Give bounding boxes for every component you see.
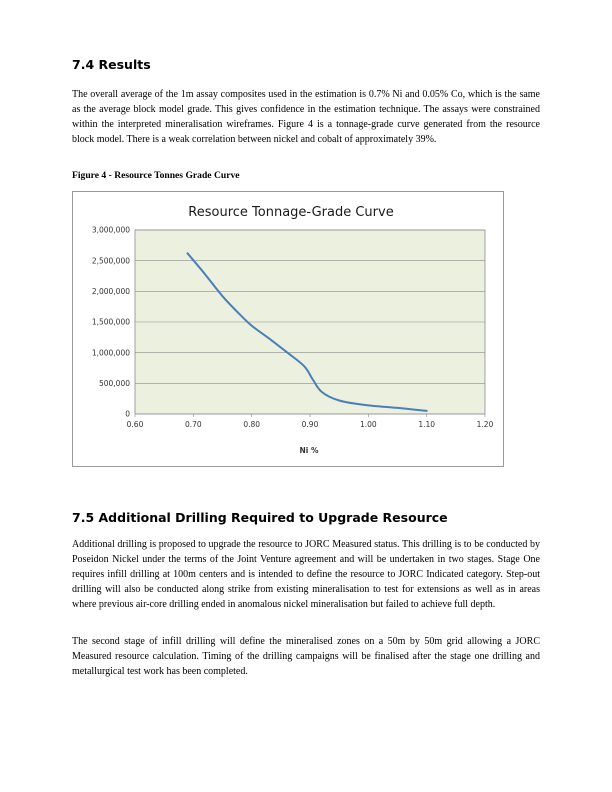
y-tick-label: 0 (125, 410, 130, 419)
section-heading-results: 7.4 Results (72, 57, 151, 72)
y-axis-ticks: 0 500,000 1,000,000 1,500,000 2,000,000 2,500… (92, 226, 130, 419)
y-tick-label: 2,500,000 (92, 256, 130, 265)
chart-title: Resource Tonnage-Grade Curve (188, 205, 393, 220)
x-tick-label: 0.70 (185, 420, 202, 429)
y-tick-label: 1,500,000 (92, 318, 130, 327)
x-axis-label: Ni % (300, 446, 319, 455)
series-line (186, 252, 428, 412)
drilling-paragraph-1: Additional drilling is proposed to upgra… (72, 539, 540, 610)
y-tick-label: 3,000,000 (92, 226, 130, 235)
x-tick-label: 0.80 (243, 420, 260, 429)
y-tick-label: 2,000,000 (92, 287, 130, 296)
section-heading-drilling: 7.5 Additional Drilling Required to Upgr… (72, 510, 448, 525)
x-tick-label: 1.10 (418, 420, 435, 429)
results-paragraph: The overall average of the 1m assay comp… (72, 89, 540, 145)
x-tick-label: 1.00 (360, 420, 377, 429)
figure-caption: Figure 4 - Resource Tonnes Grade Curve (72, 170, 240, 181)
y-tick-label: 1,000,000 (92, 348, 130, 357)
drilling-paragraph-2: The second stage of infill drilling will… (72, 636, 540, 677)
x-tick-label: 1.20 (477, 420, 494, 429)
chart-svg: Resource Tonnage-Grade Curve 0 500,000 1,0… (92, 205, 494, 455)
tonnage-grade-chart: Resource Tonnage-Grade Curve 0 500,000 1,0… (72, 191, 504, 467)
x-axis-ticks: 0.60 0.70 0.80 0.90 1.00 1.10 1.20 (127, 414, 494, 429)
x-tick-label: 0.60 (127, 420, 144, 429)
y-tick-label: 500,000 (99, 379, 130, 388)
x-tick-label: 0.90 (302, 420, 319, 429)
